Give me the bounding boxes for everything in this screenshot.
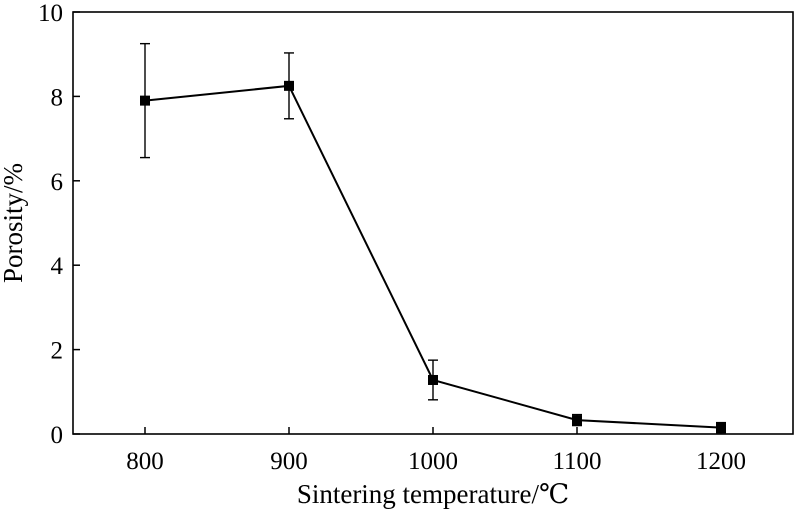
y-tick-label: 0 bbox=[51, 422, 64, 449]
y-tick-label: 6 bbox=[51, 169, 64, 196]
y-tick-label: 4 bbox=[51, 253, 64, 280]
x-tick-label: 1000 bbox=[408, 448, 458, 475]
x-tick-label: 900 bbox=[270, 448, 308, 475]
y-tick-label: 2 bbox=[51, 338, 64, 365]
series-layer bbox=[140, 42, 726, 434]
data-point-marker bbox=[140, 95, 150, 106]
data-point-marker bbox=[716, 422, 726, 433]
x-tick-label: 800 bbox=[126, 448, 164, 475]
data-point-marker bbox=[572, 415, 582, 426]
x-axis-ticks: 800 900 1000 1100 1200 bbox=[126, 427, 746, 475]
data-point-marker bbox=[428, 374, 438, 385]
y-tick-label: 10 bbox=[38, 0, 63, 27]
x-tick-label: 1100 bbox=[552, 448, 601, 475]
x-axis-title: Sintering temperature/℃ bbox=[297, 479, 569, 509]
y-tick-label: 8 bbox=[51, 84, 64, 111]
y-axis-ticks: 0 2 4 6 8 10 bbox=[38, 0, 80, 449]
y-axis-title: Porosity/% bbox=[0, 163, 28, 283]
data-point-marker bbox=[284, 80, 294, 91]
x-tick-label: 1200 bbox=[696, 448, 746, 475]
